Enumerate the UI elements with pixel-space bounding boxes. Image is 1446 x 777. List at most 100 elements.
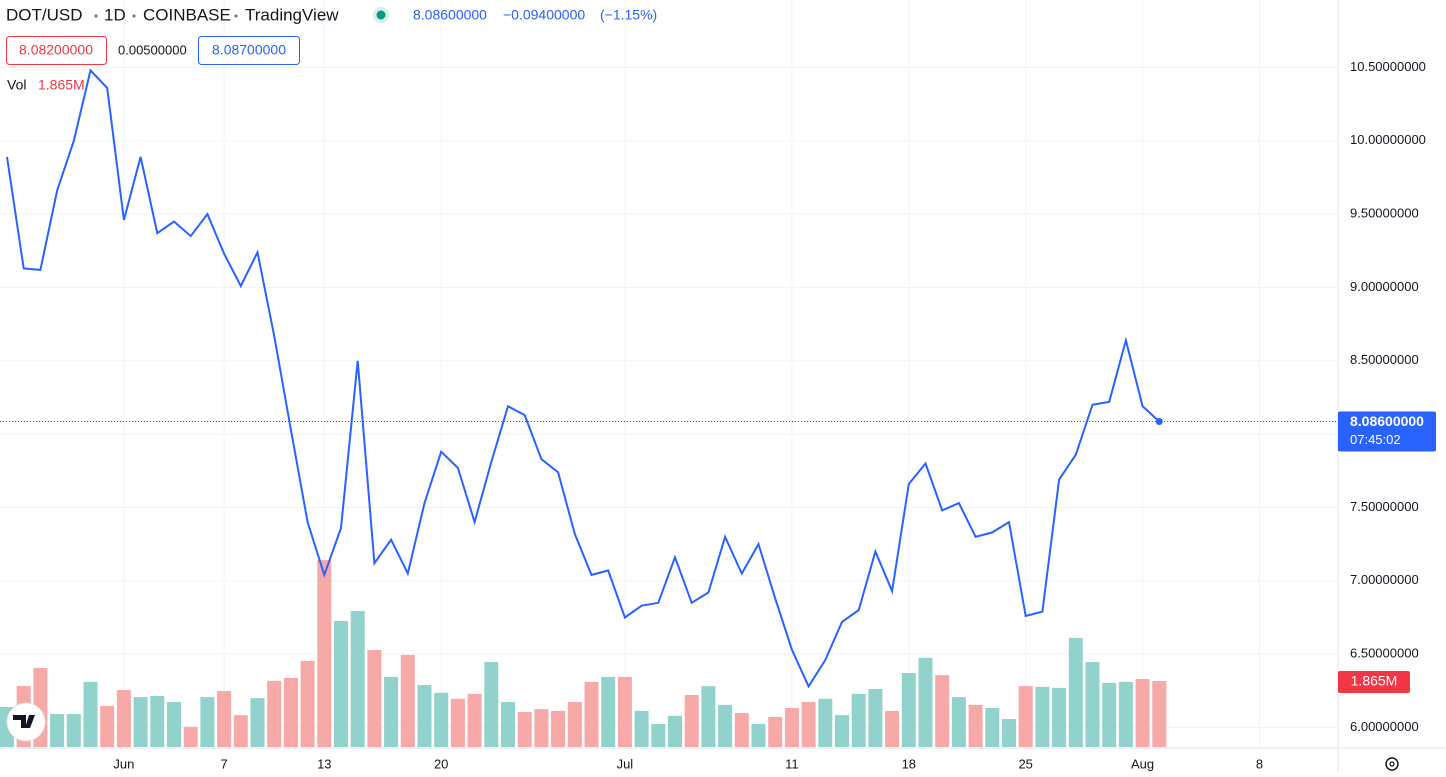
volume-bar [734, 713, 749, 747]
volume-bar [317, 560, 332, 747]
ask-box[interactable] [198, 36, 300, 65]
symbol[interactable]: DOT/USD [6, 5, 83, 24]
volume-bar [551, 710, 566, 747]
y-tick-label: 7.50000000 [1350, 499, 1419, 514]
volume-bar [851, 693, 866, 747]
volume-bar [801, 702, 816, 747]
volume-bar [634, 710, 649, 747]
volume-bar [684, 694, 699, 747]
y-tick-label: 6.00000000 [1350, 719, 1419, 734]
volume-axis-label: 1.865M [1351, 673, 1398, 689]
volume-bar [501, 702, 515, 747]
volume-bar [584, 681, 599, 747]
separator [234, 14, 238, 18]
spread: 0.00500000 [118, 42, 187, 57]
volume-bar [1152, 680, 1167, 747]
x-tick-label: 25 [1018, 756, 1032, 771]
y-tick-label: 10.00000000 [1350, 132, 1426, 147]
volume-bar [66, 714, 81, 747]
source: TradingView [245, 5, 339, 24]
volume-bar [467, 693, 482, 747]
volume-bar [985, 708, 1000, 747]
volume-bar [167, 702, 181, 747]
volume-bar [200, 697, 215, 747]
x-tick-label: 13 [317, 756, 331, 771]
volume-bar [83, 681, 98, 747]
volume-bar [183, 726, 198, 747]
x-tick-label: Jul [617, 756, 634, 771]
exchange: COINBASE [143, 5, 231, 24]
volume-bar [1068, 637, 1083, 747]
bid-box[interactable] [6, 36, 107, 65]
volume-bar [1002, 719, 1016, 747]
separator [94, 14, 98, 18]
volume-bar [718, 704, 733, 747]
volume-axis-badge [1338, 670, 1410, 693]
volume-bar [534, 709, 549, 747]
x-tick-label: 18 [902, 756, 916, 771]
volume-label: Vol [7, 77, 26, 93]
x-tick-label: 11 [785, 756, 799, 771]
ask-price: 8.08700000 [212, 42, 286, 58]
y-tick-label: 7.00000000 [1350, 572, 1419, 587]
volume-bar [901, 673, 916, 747]
last-point [1155, 418, 1163, 426]
x-tick-label: Aug [1131, 756, 1154, 771]
volume-bar [100, 705, 115, 747]
price-axis-label: 8.08600000 [1350, 413, 1424, 429]
x-tick-label: 8 [1256, 756, 1263, 771]
x-tick-label: 20 [434, 756, 448, 771]
volume-bar [450, 698, 465, 747]
volume-bar [250, 698, 265, 747]
volume-bar [601, 676, 616, 747]
volume-bar [818, 698, 833, 747]
volume-bar [835, 715, 849, 747]
volume-bar [784, 708, 799, 747]
price-change: −0.09400000 [503, 7, 585, 23]
y-tick-label: 6.50000000 [1350, 646, 1419, 661]
volume-bar [1018, 686, 1033, 747]
price-line [6, 68, 1160, 689]
volume-bar [868, 688, 883, 747]
volume-bar [651, 723, 666, 747]
volume-bar [267, 680, 282, 747]
last-price: 8.08600000 [413, 7, 487, 23]
volume-bar [1085, 662, 1100, 747]
volume-bar [434, 692, 449, 747]
volume-bar [951, 697, 966, 747]
interval[interactable]: 1D [104, 5, 126, 24]
volume-bar [150, 696, 165, 747]
x-tick-label: 7 [220, 756, 227, 771]
volume-bar [751, 723, 766, 747]
volume-bar [768, 716, 783, 747]
volume-bar [384, 676, 399, 747]
volume-bar [400, 654, 415, 747]
volume-bar [1102, 682, 1117, 747]
volume-value: 1.865M [38, 77, 85, 93]
y-tick-label: 9.00000000 [1350, 279, 1419, 294]
volume-bar [283, 677, 298, 747]
volume-bar [217, 691, 232, 747]
market-status [376, 10, 386, 20]
volume-bar [334, 620, 348, 747]
volume-bar [668, 715, 682, 747]
volume-bar [350, 611, 365, 747]
volume-bar [1052, 687, 1067, 747]
volume-bar [968, 704, 983, 747]
volume-bar [50, 714, 65, 747]
price-axis-badge [1338, 411, 1436, 452]
volume-bar [617, 676, 632, 747]
volume-bar [1035, 686, 1050, 747]
settings-icon-center [1389, 761, 1395, 767]
volume-bar [1135, 679, 1150, 747]
volume-bar [233, 715, 248, 747]
settings-icon[interactable] [1385, 757, 1399, 771]
bar-countdown: 07:45:02 [1350, 432, 1401, 447]
volume-bar [133, 697, 148, 747]
separator [132, 14, 136, 18]
y-tick-label: 8.50000000 [1350, 352, 1419, 367]
volume-bar [935, 675, 950, 747]
volume-bar [885, 710, 900, 747]
volume-bar [701, 686, 716, 747]
